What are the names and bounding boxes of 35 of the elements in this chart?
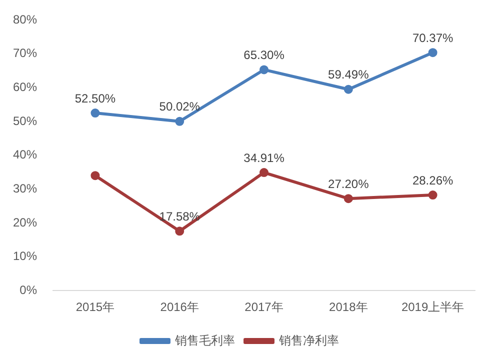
x-tick-label: 2017年 (244, 300, 284, 314)
point (175, 226, 184, 236)
point (428, 48, 438, 58)
data-label: 27.20% (328, 176, 370, 191)
y-tick-label: 40% (12, 148, 38, 162)
data-label: 28.26% (412, 173, 454, 188)
point (90, 108, 100, 118)
point (260, 168, 269, 178)
data-label: 70.37% (412, 30, 454, 45)
y-tick-label: 60% (12, 80, 38, 94)
data-label: 50.02% (159, 100, 200, 114)
legend-label: 销售毛利率 (174, 333, 235, 348)
y-tick-label: 80% (12, 12, 38, 26)
y-tick-label: 70% (12, 46, 38, 60)
y-tick-label: 50% (12, 114, 38, 128)
legend-label: 销售净利率 (278, 333, 339, 348)
x-tick-label: 2016年 (160, 300, 199, 314)
point (344, 84, 353, 94)
data-label: 59.49% (328, 68, 370, 82)
point (428, 190, 438, 200)
x-tick-label: 2018年 (329, 300, 368, 314)
data-label: 17.58% (159, 209, 200, 224)
x-tick-label: 2019上半年 (401, 300, 464, 314)
y-tick-label: 20% (12, 215, 38, 230)
data-label: 34.91% (244, 150, 285, 165)
y-tick-label: 0% (20, 282, 38, 297)
x-tick-label: 2015年 (76, 300, 115, 314)
point (175, 116, 184, 126)
data-label: 52.50% (74, 91, 116, 106)
y-tick-label: 10% (12, 249, 38, 264)
y-tick-label: 30% (12, 181, 38, 196)
point (260, 65, 269, 74)
point (344, 194, 353, 204)
data-label: 65.30% (244, 48, 285, 62)
point (90, 171, 100, 180)
